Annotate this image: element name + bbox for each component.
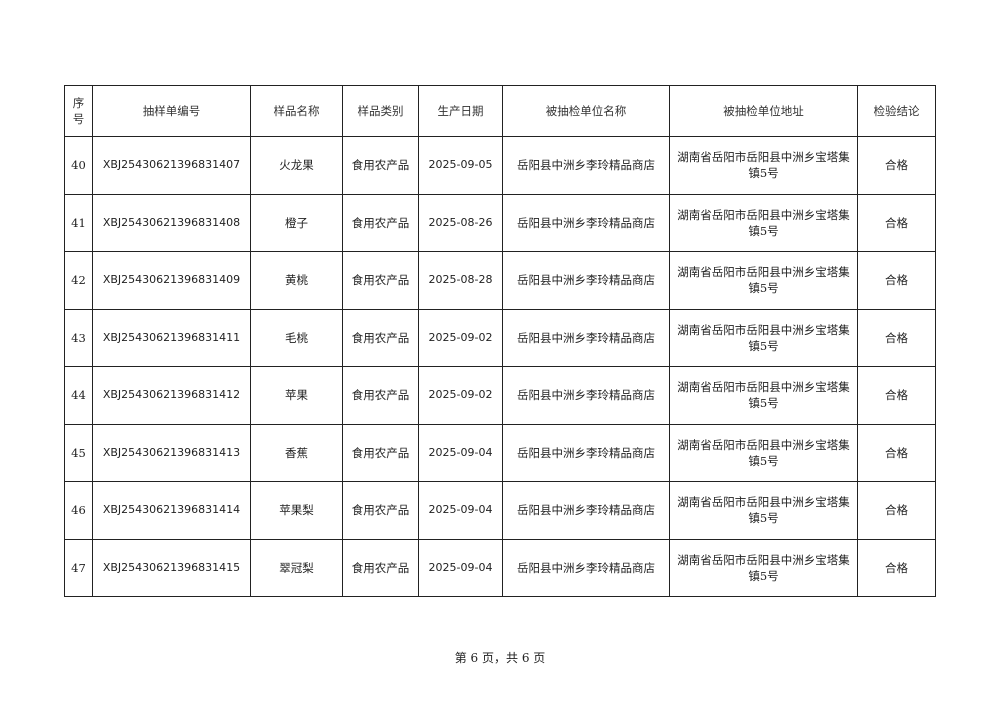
header-name: 样品名称 xyxy=(250,85,343,137)
cell-code: XBJ25430621396831411 xyxy=(92,308,251,367)
cell-unit: 岳阳县中洲乡李玲精品商店 xyxy=(502,423,670,482)
table-header-row: 序号 抽样单编号 样品名称 样品类别 生产日期 被抽检单位名称 被抽检单位地址 … xyxy=(64,85,936,137)
cell-address: 湖南省岳阳市岳阳县中洲乡宝塔集镇5号 xyxy=(669,423,858,482)
header-no: 序号 xyxy=(64,85,93,137)
cell-date: 2025-09-02 xyxy=(418,366,503,425)
cell-name: 苹果 xyxy=(250,366,343,425)
cell-unit: 岳阳县中洲乡李玲精品商店 xyxy=(502,481,670,540)
cell-result: 合格 xyxy=(857,136,936,195)
cell-no: 45 xyxy=(64,423,93,482)
cell-category: 食用农产品 xyxy=(342,366,419,425)
cell-no: 42 xyxy=(64,251,93,310)
cell-date: 2025-09-02 xyxy=(418,308,503,367)
cell-result: 合格 xyxy=(857,423,936,482)
table-row: 41 XBJ25430621396831408 橙子 食用农产品 2025-08-26 岳… xyxy=(64,193,936,252)
table-row: 47 XBJ25430621396831415 翠冠梨 食用农产品 2025-09-04… xyxy=(64,538,936,597)
cell-address: 湖南省岳阳市岳阳县中洲乡宝塔集镇5号 xyxy=(669,308,858,367)
cell-result: 合格 xyxy=(857,193,936,252)
cell-unit: 岳阳县中洲乡李玲精品商店 xyxy=(502,538,670,597)
cell-result: 合格 xyxy=(857,481,936,540)
cell-category: 食用农产品 xyxy=(342,481,419,540)
cell-no: 43 xyxy=(64,308,93,367)
cell-address: 湖南省岳阳市岳阳县中洲乡宝塔集镇5号 xyxy=(669,251,858,310)
page-footer: 第 6 页，共 6 页 xyxy=(454,651,546,665)
cell-code: XBJ25430621396831413 xyxy=(92,423,251,482)
header-code: 抽样单编号 xyxy=(92,85,251,137)
cell-name: 翠冠梨 xyxy=(250,538,343,597)
header-date: 生产日期 xyxy=(418,85,503,137)
cell-address: 湖南省岳阳市岳阳县中洲乡宝塔集镇5号 xyxy=(669,538,858,597)
cell-category: 食用农产品 xyxy=(342,251,419,310)
cell-name: 橙子 xyxy=(250,193,343,252)
cell-code: XBJ25430621396831407 xyxy=(92,136,251,195)
cell-date: 2025-09-04 xyxy=(418,481,503,540)
cell-code: XBJ25430621396831408 xyxy=(92,193,251,252)
cell-date: 2025-09-04 xyxy=(418,423,503,482)
cell-code: XBJ25430621396831414 xyxy=(92,481,251,540)
cell-date: 2025-09-04 xyxy=(418,538,503,597)
cell-unit: 岳阳县中洲乡李玲精品商店 xyxy=(502,136,670,195)
cell-unit: 岳阳县中洲乡李玲精品商店 xyxy=(502,251,670,310)
cell-date: 2025-08-28 xyxy=(418,251,503,310)
cell-unit: 岳阳县中洲乡李玲精品商店 xyxy=(502,308,670,367)
cell-category: 食用农产品 xyxy=(342,538,419,597)
cell-name: 苹果梨 xyxy=(250,481,343,540)
table-row: 42 XBJ25430621396831409 黄桃 食用农产品 2025-08-28 岳… xyxy=(64,251,936,310)
cell-unit: 岳阳县中洲乡李玲精品商店 xyxy=(502,193,670,252)
table-row: 44 XBJ25430621396831412 苹果 食用农产品 2025-09-02 岳… xyxy=(64,366,936,425)
cell-address: 湖南省岳阳市岳阳县中洲乡宝塔集镇5号 xyxy=(669,136,858,195)
cell-date: 2025-09-05 xyxy=(418,136,503,195)
header-result: 检验结论 xyxy=(857,85,936,137)
table-row: 45 XBJ25430621396831413 香蕉 食用农产品 2025-09-04 岳… xyxy=(64,423,936,482)
header-unit: 被抽检单位名称 xyxy=(502,85,670,137)
cell-category: 食用农产品 xyxy=(342,193,419,252)
cell-name: 火龙果 xyxy=(250,136,343,195)
cell-category: 食用农产品 xyxy=(342,136,419,195)
table-row: 46 XBJ25430621396831414 苹果梨 食用农产品 2025-09-04… xyxy=(64,481,936,540)
cell-result: 合格 xyxy=(857,251,936,310)
cell-category: 食用农产品 xyxy=(342,308,419,367)
cell-category: 食用农产品 xyxy=(342,423,419,482)
table-row: 43 XBJ25430621396831411 毛桃 食用农产品 2025-09-02 岳… xyxy=(64,308,936,367)
cell-result: 合格 xyxy=(857,308,936,367)
cell-no: 47 xyxy=(64,538,93,597)
table-row: 40 XBJ25430621396831407 火龙果 食用农产品 2025-09-05… xyxy=(64,136,936,195)
header-address: 被抽检单位地址 xyxy=(669,85,858,137)
cell-code: XBJ25430621396831415 xyxy=(92,538,251,597)
cell-name: 香蕉 xyxy=(250,423,343,482)
cell-name: 黄桃 xyxy=(250,251,343,310)
header-category: 样品类别 xyxy=(342,85,419,137)
inspection-results-table: 序号 抽样单编号 样品名称 样品类别 生产日期 被抽检单位名称 被抽检单位地址 … xyxy=(64,85,936,597)
cell-no: 41 xyxy=(64,193,93,252)
cell-address: 湖南省岳阳市岳阳县中洲乡宝塔集镇5号 xyxy=(669,481,858,540)
cell-name: 毛桃 xyxy=(250,308,343,367)
cell-unit: 岳阳县中洲乡李玲精品商店 xyxy=(502,366,670,425)
cell-no: 40 xyxy=(64,136,93,195)
cell-result: 合格 xyxy=(857,366,936,425)
cell-date: 2025-08-26 xyxy=(418,193,503,252)
cell-address: 湖南省岳阳市岳阳县中洲乡宝塔集镇5号 xyxy=(669,366,858,425)
cell-no: 44 xyxy=(64,366,93,425)
cell-result: 合格 xyxy=(857,538,936,597)
cell-code: XBJ25430621396831409 xyxy=(92,251,251,310)
cell-address: 湖南省岳阳市岳阳县中洲乡宝塔集镇5号 xyxy=(669,193,858,252)
cell-code: XBJ25430621396831412 xyxy=(92,366,251,425)
cell-no: 46 xyxy=(64,481,93,540)
